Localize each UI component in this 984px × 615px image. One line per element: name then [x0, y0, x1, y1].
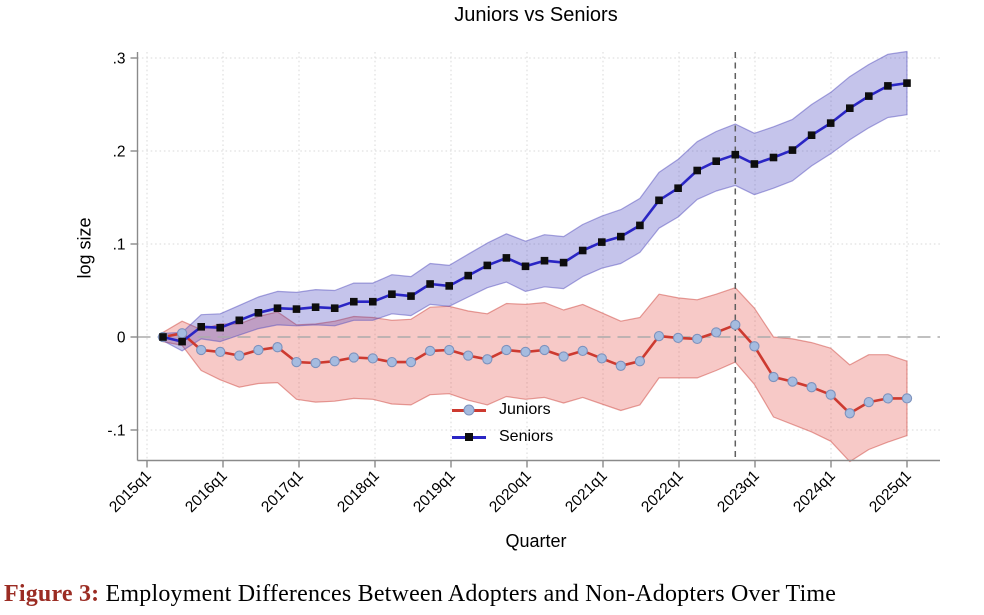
juniors-line: [162, 323, 907, 415]
juniors-marker-icon: [463, 404, 475, 415]
juniors-markers: [157, 319, 913, 419]
svg-text:.3: .3: [113, 51, 126, 68]
x-axis-title: Quarter: [505, 531, 567, 551]
caption-label: Figure 3:: [4, 581, 100, 607]
legend-item-juniors: Juniors: [452, 396, 553, 423]
chart-plot-area: .3 .2 .1 0 -.1 2015q1 2016q1 2017q1 2018q1 2019q1…: [106, 51, 940, 516]
seniors-line: [162, 81, 908, 343]
svg-text:2021q1: 2021q1: [562, 467, 611, 516]
svg-text:0: 0: [117, 330, 126, 347]
legend: Juniors Seniors: [452, 396, 553, 450]
caption-text: Employment Differences Between Adopters …: [99, 581, 837, 607]
legend-label-seniors: Seniors: [499, 427, 554, 445]
svg-text:2019q1: 2019q1: [410, 467, 459, 516]
svg-text:2023q1: 2023q1: [714, 467, 763, 516]
svg-text:2016q1: 2016q1: [182, 467, 231, 516]
juniors-legend-swatch: [452, 404, 486, 416]
svg-text:2018q1: 2018q1: [334, 467, 383, 516]
chart-title: Juniors vs Seniors: [454, 4, 618, 26]
svg-text:2020q1: 2020q1: [486, 467, 535, 516]
svg-text:.1: .1: [113, 237, 126, 254]
legend-label-juniors: Juniors: [499, 400, 551, 418]
svg-text:2022q1: 2022q1: [638, 467, 687, 516]
gridlines: [137, 52, 940, 461]
legend-item-seniors: Seniors: [452, 423, 553, 450]
axes: [130, 52, 940, 468]
svg-text:2024q1: 2024q1: [790, 467, 839, 516]
svg-text:-.1: -.1: [107, 423, 125, 440]
seniors-markers: [159, 79, 911, 346]
figure-caption: Figure 3: Employment Differences Between…: [4, 581, 980, 608]
svg-text:2015q1: 2015q1: [106, 467, 155, 516]
svg-text:2017q1: 2017q1: [258, 467, 307, 516]
svg-text:2025q1: 2025q1: [866, 467, 915, 516]
y-tick-labels: .3 .2 .1 0 -.1: [107, 51, 125, 440]
seniors-legend-swatch: [452, 431, 486, 443]
x-tick-labels: 2015q1 2016q1 2017q1 2018q1 2019q1 2020q1 2021…: [106, 467, 915, 516]
seniors-marker-icon: [465, 432, 473, 441]
svg-text:.2: .2: [113, 144, 126, 161]
